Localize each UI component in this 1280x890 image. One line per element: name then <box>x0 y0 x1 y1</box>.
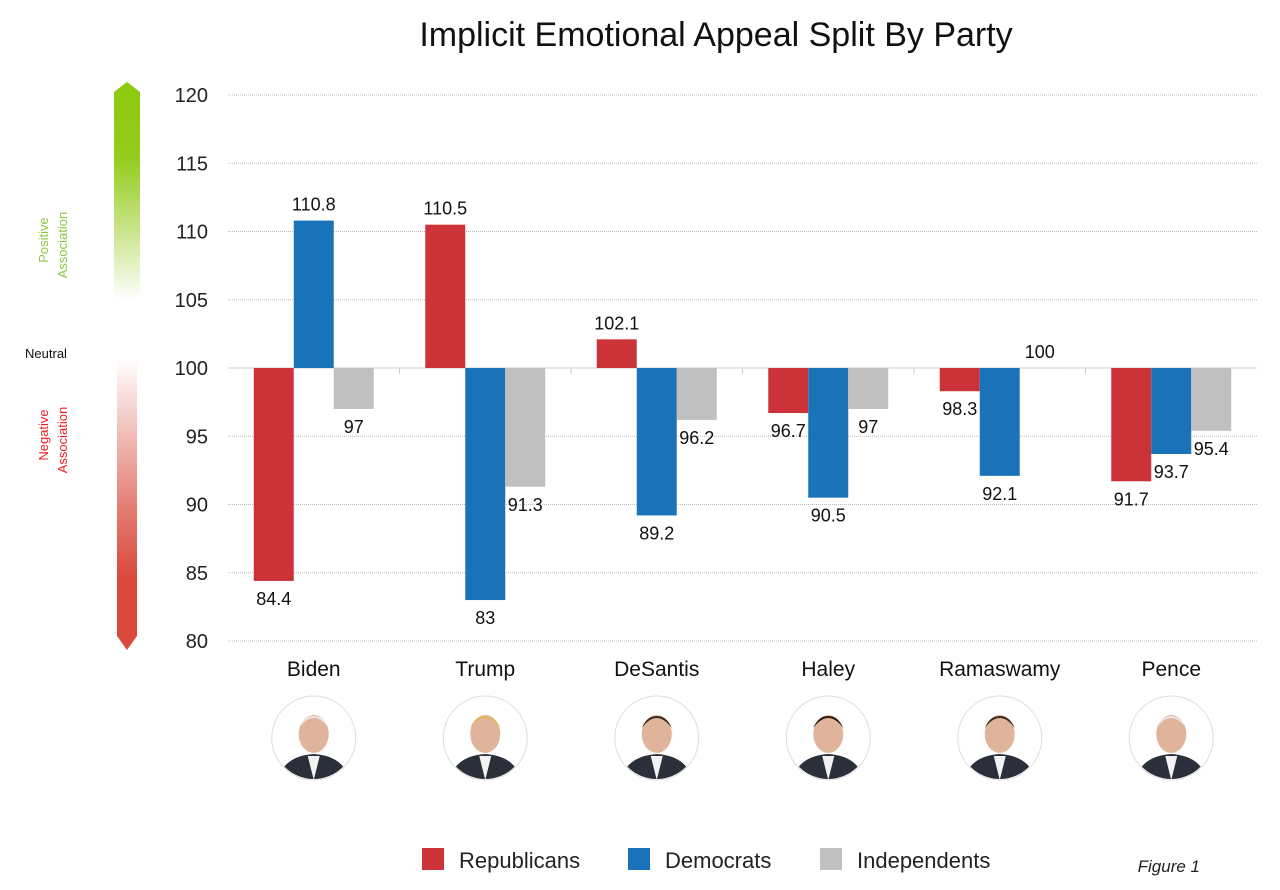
data-label: 97 <box>344 417 364 437</box>
category-label: Pence <box>1141 658 1201 681</box>
bar-republicans-haley <box>768 368 809 414</box>
bar-democrats-ramaswamy <box>979 368 1020 476</box>
legend-swatch <box>628 848 650 870</box>
data-label: 91.3 <box>508 495 543 515</box>
data-label: 96.7 <box>771 421 806 441</box>
data-label: 93.7 <box>1154 462 1189 482</box>
legend-swatch <box>422 848 444 870</box>
bar-republicans-pence <box>1111 368 1152 482</box>
data-label: 91.7 <box>1114 489 1149 509</box>
category-label: Ramaswamy <box>939 658 1061 681</box>
data-label: 92.1 <box>982 484 1017 504</box>
data-label: 96.2 <box>679 428 714 448</box>
legend-item-independents: Independents <box>820 848 990 873</box>
portrait-icon <box>785 695 871 781</box>
portrait-icon <box>957 695 1043 781</box>
positive-label-1: Positive <box>36 217 51 263</box>
data-label: 110.8 <box>292 195 336 215</box>
data-label: 89.2 <box>639 523 674 543</box>
y-tick-label: 80 <box>186 631 208 653</box>
bar-independents-biden <box>333 368 374 409</box>
negative-arrow <box>117 358 137 650</box>
legend-item-republicans: Republicans <box>422 848 580 873</box>
bar-democrats-desantis <box>636 368 677 516</box>
data-label: 97 <box>858 417 878 437</box>
negative-label-1: Negative <box>36 409 51 460</box>
bar-republicans-trump <box>425 224 466 368</box>
legend-swatch <box>820 848 842 870</box>
bar-independents-pence <box>1191 368 1232 431</box>
bar-republicans-ramaswamy <box>939 368 980 392</box>
data-label: 102.1 <box>594 313 639 333</box>
bar-republicans-biden <box>253 368 294 581</box>
category-label: DeSantis <box>614 658 699 681</box>
category-label: Haley <box>801 658 855 681</box>
data-label: 110.5 <box>423 199 467 219</box>
bar-independents-desantis <box>676 368 717 420</box>
portrait-icon <box>442 695 528 781</box>
figure-caption: Figure 1 <box>1138 857 1200 876</box>
portrait-icon <box>614 695 700 781</box>
positive-arrow <box>114 82 140 300</box>
bar-independents-haley <box>848 368 889 409</box>
data-label: 90.5 <box>811 506 846 526</box>
y-tick-label: 115 <box>176 153 208 175</box>
y-tick-label: 110 <box>176 222 208 244</box>
association-scale: Positive Association Neutral Negative As… <box>25 82 140 650</box>
y-tick-label: 105 <box>175 290 208 312</box>
bar-democrats-biden <box>293 220 334 368</box>
y-tick-label: 85 <box>186 563 208 585</box>
legend-item-democrats: Democrats <box>628 848 771 873</box>
legend-label: Independents <box>857 848 990 873</box>
bar-democrats-pence <box>1151 368 1192 454</box>
data-label: 84.4 <box>256 589 291 609</box>
data-label: 83 <box>475 608 495 628</box>
category-label: Trump <box>455 658 515 681</box>
legend-label: Democrats <box>665 848 771 873</box>
y-tick-label: 90 <box>186 495 208 517</box>
chart-title: Implicit Emotional Appeal Split By Party <box>419 16 1012 54</box>
data-label: 100 <box>1025 342 1055 362</box>
neutral-label: Neutral <box>25 346 67 361</box>
category-label: Biden <box>287 658 341 681</box>
bar-republicans-desantis <box>596 339 637 368</box>
portrait-icon <box>271 695 357 781</box>
portrait-icon <box>1128 695 1214 781</box>
bar-independents-trump <box>505 368 546 487</box>
data-label: 98.3 <box>942 399 977 419</box>
y-tick-label: 120 <box>175 85 208 107</box>
data-label: 95.4 <box>1194 439 1229 459</box>
y-tick-label: 100 <box>175 358 208 380</box>
bar-democrats-trump <box>465 368 506 601</box>
bar-democrats-haley <box>808 368 849 498</box>
y-tick-label: 95 <box>186 426 208 448</box>
negative-label-2: Association <box>55 407 70 473</box>
legend-label: Republicans <box>459 848 580 873</box>
positive-label-2: Association <box>55 212 70 278</box>
